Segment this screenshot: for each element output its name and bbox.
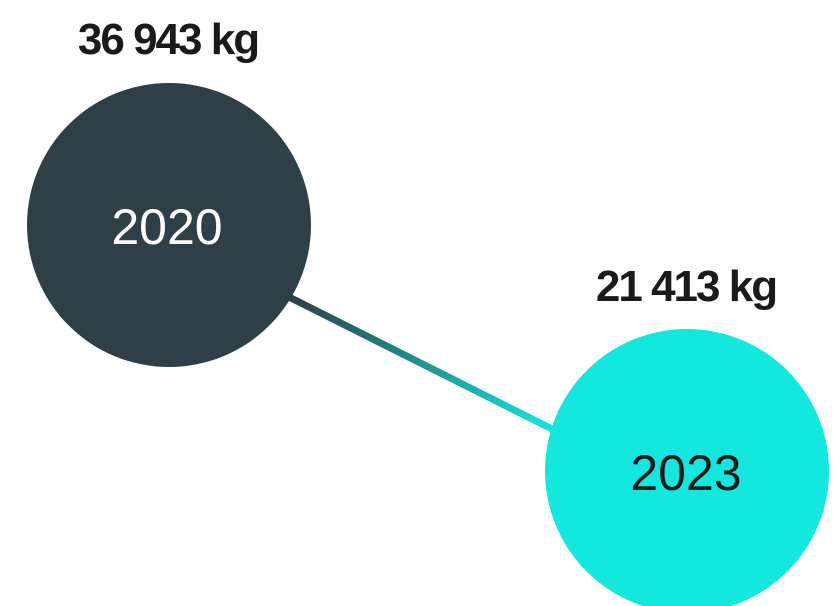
node-value: 36 943 kg	[78, 15, 258, 64]
node-circle	[545, 329, 829, 606]
node-label: 2023	[630, 445, 741, 501]
node-value: 21 413 kg	[596, 262, 776, 311]
connector	[283, 291, 562, 437]
node-label: 2020	[111, 199, 222, 255]
node-circle	[27, 83, 311, 367]
